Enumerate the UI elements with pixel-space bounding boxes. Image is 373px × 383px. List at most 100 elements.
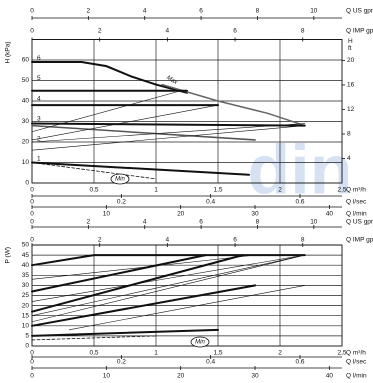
aux-tick-label: 8 <box>256 8 260 15</box>
aux-tick-label: 2 <box>98 237 102 244</box>
curve <box>31 335 157 341</box>
curve <box>31 254 306 316</box>
curve <box>31 125 306 151</box>
curve <box>31 254 256 280</box>
curve <box>31 122 306 127</box>
aux-tick-label: 6 <box>233 28 237 35</box>
aux-tick-label: 0 <box>30 219 34 226</box>
y-tick-label: 10 <box>22 159 30 166</box>
aux-tick-label: 20 <box>177 373 185 380</box>
aux-axis-label: Q l/min <box>346 373 367 380</box>
y-tick-label: 30 <box>22 118 30 125</box>
aux-tick-label: 8 <box>301 237 305 244</box>
aux-tick-label: 10 <box>103 373 111 380</box>
y2-tick-label: 8 <box>347 131 351 138</box>
y2-tick-label: 16 <box>347 82 355 89</box>
y-tick-label: 15 <box>22 312 30 319</box>
x-axis-label: Q m³/h <box>346 187 366 194</box>
curve <box>31 254 306 302</box>
y-tick-label: 5 <box>25 333 29 340</box>
aux-tick-label: 0.2 <box>117 199 126 206</box>
y2-axis-label: ft <box>348 45 352 52</box>
aux-axis-label: Q US gpm <box>346 219 373 226</box>
aux-tick-label: 6 <box>199 8 203 15</box>
y2-tick-label: 4 <box>347 155 351 162</box>
curve <box>31 104 219 141</box>
aux-tick-label: 2 <box>98 28 102 35</box>
curve <box>31 284 257 327</box>
x-axis-label: Q m³/h <box>346 350 366 357</box>
aux-tick-label: 30 <box>251 373 259 380</box>
aux-tick-label: 10 <box>310 219 318 226</box>
annotation: Min <box>195 340 205 346</box>
y-tick-label: 40 <box>22 262 30 269</box>
x-tick-label: 0,5 <box>89 350 98 357</box>
aux-tick-label: 8 <box>256 219 260 226</box>
curve <box>31 254 306 323</box>
aux-tick-label: 2 <box>87 219 91 226</box>
y-axis-label: H (kPa) <box>5 42 12 64</box>
curve <box>31 254 207 293</box>
aux-tick-label: 0.6 <box>295 359 304 366</box>
annotation-ring <box>190 336 210 348</box>
curve <box>31 90 182 133</box>
y-tick-label: 25 <box>22 292 30 299</box>
aux-tick-label: 0 <box>30 28 34 35</box>
y-tick-label: 50 <box>22 77 30 84</box>
y-tick-label: 45 <box>22 252 30 259</box>
y-tick-label: 0 <box>25 343 29 350</box>
x-tick-label: 2 <box>278 350 282 357</box>
y-axis-label: P (W) <box>5 247 12 264</box>
x-tick-label: 1,5 <box>213 187 222 194</box>
y2-axis-label: H <box>348 38 353 45</box>
aux-tick-label: 10 <box>103 211 111 218</box>
x-tick-label: 1 <box>154 350 158 357</box>
x-tick-label: 2,5 <box>337 350 346 357</box>
curve <box>31 254 306 267</box>
aux-axis-label: Q IMP gpm <box>346 237 373 244</box>
aux-tick-label: 6 <box>199 219 203 226</box>
y-tick-label: 30 <box>22 282 30 289</box>
y2-tick-label: 12 <box>347 106 355 113</box>
curve <box>31 161 250 176</box>
aux-tick-label: 4 <box>143 8 147 15</box>
y-tick-label: 60 <box>22 57 30 64</box>
y-tick-label: 0 <box>25 180 29 187</box>
x-tick-label: 2,5 <box>337 187 346 194</box>
aux-axis-label: Q IMP gpm <box>346 28 373 35</box>
aux-tick-label: 4 <box>166 237 170 244</box>
aux-axis-label: Q US gpm <box>346 8 373 15</box>
aux-axis-label: Q l/sec <box>346 199 367 206</box>
x-tick-label: 0,5 <box>89 187 98 194</box>
y-tick-label: 10 <box>22 323 30 330</box>
y-tick-label: 35 <box>22 272 30 279</box>
y-tick-label: 50 <box>22 242 30 249</box>
annotation: Max <box>165 75 179 87</box>
x-tick-label: 1 <box>154 187 158 194</box>
curve <box>31 328 219 337</box>
aux-tick-label: 4 <box>143 219 147 226</box>
aux-tick-label: 2 <box>87 8 91 15</box>
x-tick-label: 0 <box>30 187 34 194</box>
aux-tick-label: 0 <box>30 211 34 218</box>
aux-tick-label: 0 <box>30 237 34 244</box>
aux-tick-label: 8 <box>301 28 305 35</box>
aux-tick-label: 20 <box>177 211 185 218</box>
y3-tick-label: 3 <box>37 115 41 122</box>
y2-tick-label: 20 <box>347 57 355 64</box>
x-tick-label: 2 <box>278 187 282 194</box>
y3-tick-label: 5 <box>37 75 41 82</box>
aux-tick-label: 4 <box>166 28 170 35</box>
curve <box>68 285 306 331</box>
aux-tick-label: 0 <box>30 359 34 366</box>
aux-tick-label: 10 <box>310 8 318 15</box>
aux-tick-label: 40 <box>326 373 334 380</box>
aux-tick-label: 0.6 <box>295 199 304 206</box>
y-tick-label: 20 <box>22 139 30 146</box>
aux-axis-label: Q l/sec <box>346 359 367 366</box>
annotation: Min <box>115 177 125 183</box>
aux-tick-label: 0.2 <box>117 359 126 366</box>
aux-axis-label: Q l/min <box>346 211 367 218</box>
curve <box>31 162 157 180</box>
